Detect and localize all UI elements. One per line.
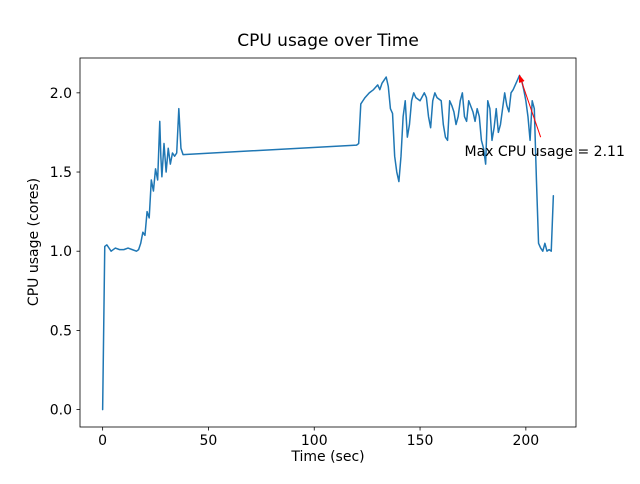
y-tick-label: 1.0 (50, 244, 72, 260)
x-tick-label: 200 (512, 433, 539, 449)
x-tick-label: 50 (200, 433, 218, 449)
cpu-usage-line (101, 74, 555, 411)
x-tick-label: 0 (98, 433, 107, 449)
x-tick-label: 150 (407, 433, 434, 449)
x-axis-label: Time (sec) (290, 449, 364, 465)
chart-title: CPU usage over Time (237, 31, 419, 51)
y-tick-label: 2.0 (50, 86, 72, 102)
y-tick-label: 0.0 (50, 403, 72, 419)
y-tick-label: 1.5 (50, 165, 72, 181)
annotation-arrow (518, 74, 542, 138)
x-tick-label: 100 (301, 433, 328, 449)
y-tick-label: 0.5 (50, 323, 72, 339)
axes-frame (79, 57, 577, 428)
plot-area: 0 50 100 150 200 0.0 0.5 1.0 1.5 2.0 (50, 57, 577, 449)
y-axis-label: CPU usage (cores) (26, 178, 42, 306)
max-cpu-annotation: Max CPU usage = 2.11 (465, 144, 625, 160)
